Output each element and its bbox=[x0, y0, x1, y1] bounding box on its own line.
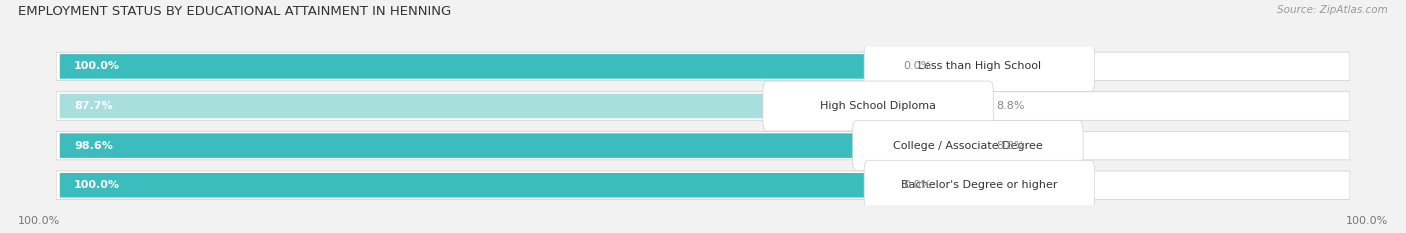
FancyBboxPatch shape bbox=[60, 94, 778, 118]
FancyBboxPatch shape bbox=[852, 121, 1083, 171]
Text: Source: ZipAtlas.com: Source: ZipAtlas.com bbox=[1277, 5, 1388, 15]
Text: EMPLOYMENT STATUS BY EDUCATIONAL ATTAINMENT IN HENNING: EMPLOYMENT STATUS BY EDUCATIONAL ATTAINM… bbox=[18, 5, 451, 18]
Text: High School Diploma: High School Diploma bbox=[820, 101, 936, 111]
Text: 87.7%: 87.7% bbox=[75, 101, 112, 111]
Text: Bachelor's Degree or higher: Bachelor's Degree or higher bbox=[901, 180, 1057, 190]
Text: 8.8%: 8.8% bbox=[995, 101, 1025, 111]
FancyBboxPatch shape bbox=[60, 133, 868, 158]
FancyBboxPatch shape bbox=[891, 94, 984, 118]
FancyBboxPatch shape bbox=[865, 160, 1095, 210]
FancyBboxPatch shape bbox=[56, 92, 1350, 120]
FancyBboxPatch shape bbox=[56, 171, 1350, 199]
Text: Less than High School: Less than High School bbox=[918, 62, 1040, 71]
FancyBboxPatch shape bbox=[763, 81, 993, 131]
FancyBboxPatch shape bbox=[891, 133, 984, 158]
Text: 0.0%: 0.0% bbox=[903, 180, 931, 190]
Text: 8.8%: 8.8% bbox=[995, 141, 1025, 151]
Text: 98.6%: 98.6% bbox=[75, 141, 112, 151]
FancyBboxPatch shape bbox=[60, 54, 879, 79]
Text: 100.0%: 100.0% bbox=[1346, 216, 1388, 226]
FancyBboxPatch shape bbox=[60, 173, 879, 198]
Text: 0.0%: 0.0% bbox=[903, 62, 931, 71]
Text: 100.0%: 100.0% bbox=[75, 180, 120, 190]
FancyBboxPatch shape bbox=[865, 41, 1095, 91]
FancyBboxPatch shape bbox=[56, 131, 1350, 160]
FancyBboxPatch shape bbox=[56, 52, 1350, 81]
Text: College / Associate Degree: College / Associate Degree bbox=[893, 141, 1043, 151]
Text: 100.0%: 100.0% bbox=[18, 216, 60, 226]
Text: 100.0%: 100.0% bbox=[75, 62, 120, 71]
